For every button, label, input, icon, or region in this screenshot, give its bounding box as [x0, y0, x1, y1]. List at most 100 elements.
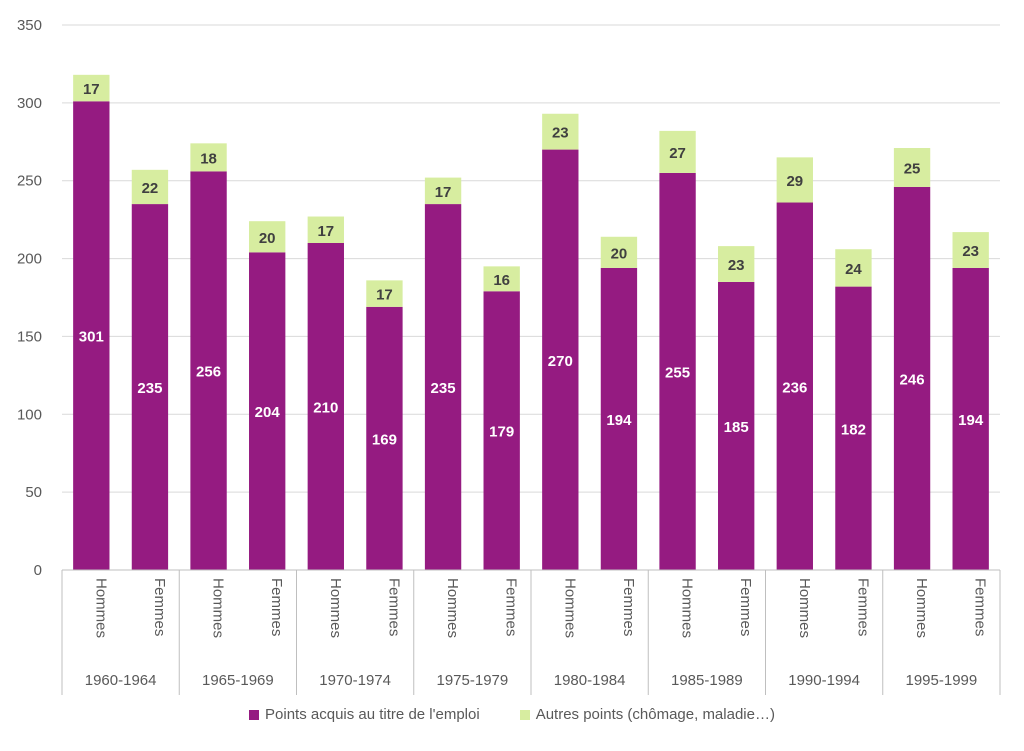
data-label: 23 — [552, 125, 569, 142]
y-tick-label: 350 — [17, 17, 42, 34]
bar-emploi — [483, 291, 520, 570]
stacked-bar-chart: 0 50 100 150 200 250 300 350 301 17 Hommes 235 22 Fem… — [17, 17, 1001, 695]
data-label: 16 — [493, 272, 510, 289]
bar-autres — [600, 236, 638, 268]
x-subcategory-label: Femmes — [620, 578, 637, 636]
bar-emploi — [307, 243, 344, 570]
bar-autres — [835, 249, 872, 287]
x-subcategory-label: Femmes — [737, 578, 754, 636]
data-label: 301 — [79, 329, 104, 346]
x-subcategory-label: Hommes — [913, 578, 930, 638]
x-group-label: 1980-1984 — [554, 672, 626, 689]
x-subcategory-label: Hommes — [561, 578, 578, 638]
x-subcategory-label: Hommes — [444, 578, 461, 638]
data-label: 236 — [782, 379, 807, 396]
y-tick-label: 150 — [17, 328, 42, 345]
x-subcategory-label: Hommes — [679, 578, 696, 638]
bar-emploi — [542, 149, 579, 571]
y-tick-label: 250 — [17, 173, 42, 190]
bar-emploi — [776, 202, 813, 570]
bar-autres — [249, 221, 286, 253]
data-label: 255 — [665, 364, 690, 381]
bar-emploi — [600, 267, 638, 570]
bar-autres — [131, 169, 169, 205]
x-group-label: 1970-1974 — [319, 672, 391, 689]
bar-emploi — [424, 204, 462, 571]
legend-label-autres: Autres points (chômage, maladie…) — [535, 706, 775, 723]
data-label: 270 — [548, 353, 573, 370]
bar-autres — [718, 246, 755, 282]
x-subcategory-label: Hommes — [327, 578, 344, 638]
legend: Points acquis au titre de l'emploi Autre… — [0, 706, 1024, 723]
data-label: 204 — [255, 404, 281, 421]
x-group-label: 1965-1969 — [202, 672, 274, 689]
x-subcategory-label: Femmes — [503, 578, 520, 636]
bar-emploi — [366, 306, 403, 570]
bar-autres — [659, 130, 696, 173]
y-tick-label: 100 — [17, 406, 42, 423]
data-label: 29 — [786, 173, 803, 190]
data-label: 235 — [137, 380, 162, 397]
x-group-label: 1975-1979 — [437, 672, 509, 689]
data-label: 179 — [489, 424, 514, 441]
data-label: 27 — [669, 145, 686, 162]
bar-autres — [307, 216, 344, 243]
bar-autres — [483, 266, 520, 292]
data-label: 17 — [435, 184, 452, 201]
data-label: 17 — [83, 81, 100, 98]
x-subcategory-label: Hommes — [796, 578, 813, 638]
x-subcategory-label: Femmes — [972, 578, 989, 636]
x-subcategory-label: Femmes — [385, 578, 402, 636]
x-subcategory-label: Hommes — [210, 578, 227, 638]
data-label: 22 — [142, 180, 159, 197]
bar-emploi — [249, 252, 286, 571]
data-label: 235 — [431, 380, 456, 397]
x-group-label: 1960-1964 — [85, 672, 157, 689]
x-subcategory-label: Femmes — [854, 578, 871, 636]
data-label: 18 — [200, 150, 217, 167]
bar-autres — [542, 113, 579, 150]
bar-emploi — [718, 281, 755, 570]
bar-emploi — [131, 204, 169, 571]
bar-emploi — [190, 171, 227, 570]
data-label: 194 — [958, 412, 984, 429]
x-group-label: 1990-1994 — [788, 672, 860, 689]
bar-autres — [952, 232, 989, 268]
x-group-label: 1995-1999 — [906, 672, 978, 689]
bar-emploi — [835, 286, 872, 570]
data-label: 210 — [313, 400, 338, 417]
bar-autres — [893, 148, 931, 187]
data-label: 182 — [841, 421, 866, 438]
bar-emploi — [73, 101, 110, 571]
x-subcategory-label: Femmes — [151, 578, 168, 636]
legend-swatch-autres — [519, 709, 530, 720]
bar-autres — [366, 280, 403, 307]
data-label: 23 — [728, 257, 745, 274]
x-subcategory-label: Femmes — [268, 578, 285, 636]
data-label: 24 — [845, 261, 862, 278]
data-label: 256 — [196, 364, 221, 381]
y-tick-label: 300 — [17, 95, 42, 112]
legend-swatch-emploi — [249, 709, 260, 720]
data-label: 25 — [904, 160, 921, 177]
data-label: 23 — [962, 243, 979, 260]
data-label: 20 — [611, 245, 628, 262]
data-label: 17 — [376, 287, 393, 304]
data-label: 17 — [317, 223, 334, 240]
bar-emploi — [659, 172, 696, 570]
data-label: 194 — [606, 412, 632, 429]
y-tick-label: 200 — [17, 251, 42, 268]
bar-autres — [73, 74, 110, 102]
y-tick-label: 0 — [34, 562, 42, 579]
y-tick-label: 50 — [25, 484, 42, 501]
x-group-label: 1985-1989 — [671, 672, 743, 689]
data-label: 169 — [372, 431, 397, 448]
bar-autres — [190, 143, 227, 172]
bar-emploi — [952, 267, 989, 570]
data-label: 246 — [900, 371, 925, 388]
x-subcategory-label: Hommes — [92, 578, 109, 638]
legend-item-autres: Autres points (chômage, maladie…) — [519, 706, 775, 723]
bar-autres — [424, 177, 462, 205]
data-label: 185 — [724, 419, 749, 436]
data-label: 20 — [259, 230, 276, 247]
